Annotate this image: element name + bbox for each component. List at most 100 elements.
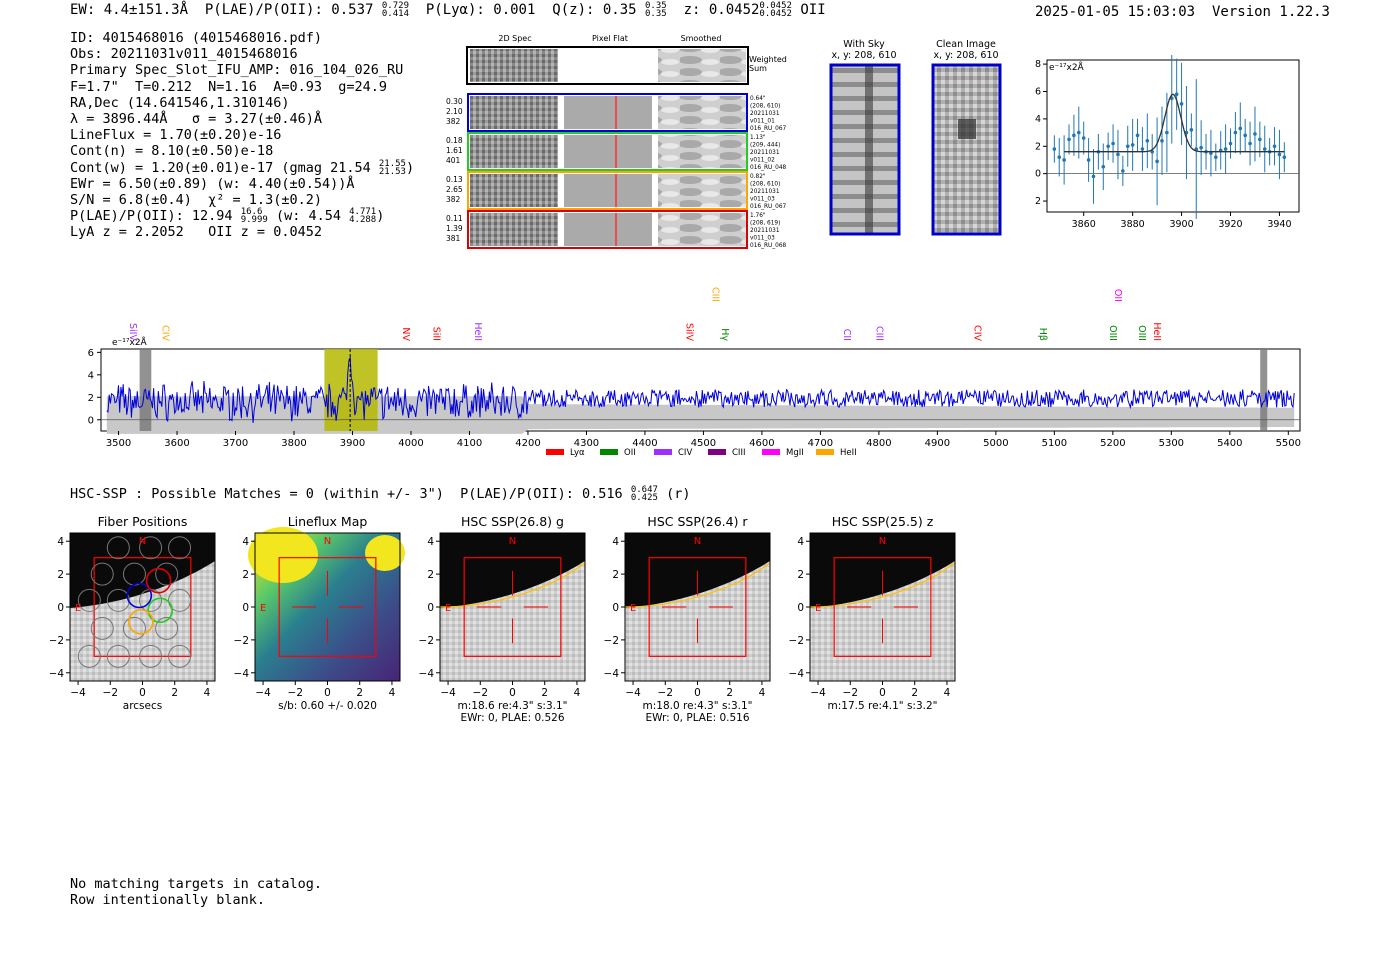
spectrum-xtick-label: 5400 bbox=[1217, 438, 1242, 449]
redshifts: LyA z = 2.2052 OII z = 0.0452 bbox=[70, 224, 322, 241]
linefit-ytick-label: 2 bbox=[1035, 141, 1041, 152]
sky-images: With Sky x, y: 208, 610 Clean Image x, y… bbox=[829, 39, 1002, 236]
cutout-right-info: (209, 444) bbox=[750, 143, 780, 149]
masked-region bbox=[1260, 349, 1268, 431]
hsc-lower: 0.425 bbox=[630, 493, 658, 503]
gmag-lower: 21.53 bbox=[378, 166, 406, 177]
linefit-xtick-label: 3900 bbox=[1169, 219, 1193, 230]
linefit-point bbox=[1086, 158, 1091, 162]
legend-swatch bbox=[654, 449, 672, 455]
lineflux-peak bbox=[248, 527, 318, 583]
plae-upper: 0.729 bbox=[381, 1, 409, 11]
linefit-point bbox=[1262, 147, 1267, 151]
cutout-right-info: 20211031 bbox=[750, 111, 780, 117]
linefit-point bbox=[1135, 133, 1140, 138]
cutout-right-info: 20211031 bbox=[750, 150, 780, 156]
panel-ytick-label: −2 bbox=[234, 635, 249, 647]
spectrum-xtick-label: 4900 bbox=[925, 438, 950, 449]
primary-slot: Primary Spec_Slot_IFU_AMP: 016_104_026_R… bbox=[70, 62, 404, 79]
linefit-point bbox=[1282, 155, 1287, 160]
legend-swatch bbox=[600, 449, 618, 455]
cutout-left-stat: 1.61 bbox=[446, 146, 463, 155]
panel-title: HSC SSP(25.5) z bbox=[832, 514, 934, 529]
cutout-smoothed bbox=[658, 174, 746, 207]
emission-line-name: CIV bbox=[972, 325, 983, 341]
north-label: N bbox=[879, 536, 886, 547]
spectrum-xtick-label: 3800 bbox=[281, 438, 306, 449]
panel-caption: m:18.6 re:4.3" s:3.1" bbox=[458, 700, 568, 712]
north-label: N bbox=[694, 536, 701, 547]
cutout-left-stat: 2.10 bbox=[446, 107, 463, 116]
weighted-label-1: Weighted bbox=[749, 55, 787, 64]
plya-value: P(Lyα): 0.001 bbox=[425, 2, 536, 18]
z-line: OII bbox=[800, 2, 826, 18]
search-box bbox=[648, 557, 747, 657]
hsc-band: (r) bbox=[666, 486, 691, 502]
fiber-position bbox=[139, 644, 163, 668]
spectrum-xtick-label: 4500 bbox=[691, 438, 716, 449]
panel-ytick-label: −4 bbox=[419, 668, 435, 680]
fiber-position bbox=[139, 536, 163, 560]
cutout-right-info: 016_RU_067 bbox=[750, 126, 787, 132]
fiber-position bbox=[90, 616, 114, 640]
cutout-right-info: 016_RU_067 bbox=[750, 204, 787, 210]
spectrum-xtick-label: 3700 bbox=[223, 438, 248, 449]
weighted-2dspec bbox=[470, 49, 558, 82]
cont-wide-text: Cont(w) = 1.20(±0.01)e-17 (gmag 21.54 bbox=[70, 159, 371, 176]
panel-ytick-label: 4 bbox=[242, 536, 249, 548]
cutout-smoothed bbox=[658, 135, 746, 168]
full-spectrum-plot: SiIV CIV NV SiII HeII CIII SiIV Hγ CII CIII CIV Hβ O… bbox=[88, 287, 1301, 458]
cutout-right-info: 20211031 bbox=[750, 189, 780, 195]
fiber-position bbox=[77, 644, 101, 668]
spectrum-xtick-label: 4700 bbox=[808, 438, 833, 449]
panel-xtick-label: 0 bbox=[879, 687, 886, 699]
cutout-right-info: (208, 610) bbox=[750, 182, 780, 188]
col-2dspec: 2D Spec bbox=[498, 34, 531, 43]
legend-swatch bbox=[816, 449, 834, 455]
legend-label: HeII bbox=[840, 448, 857, 458]
fiber-position bbox=[155, 616, 179, 640]
panel-xtick-label: 0 bbox=[509, 687, 516, 699]
spectrum-ytick-label: 2 bbox=[88, 393, 94, 404]
linefit-point bbox=[1165, 130, 1169, 135]
cutout-left-stat: 0.11 bbox=[446, 214, 463, 223]
panel-xtick-label: −2 bbox=[103, 687, 118, 699]
detection-info: ID: 4015468016 (4015468016.pdf) Obs: 202… bbox=[70, 30, 414, 241]
emission-line-label: OII bbox=[1112, 289, 1123, 302]
plae-value: P(LAE)/P(OII): 0.537 bbox=[204, 2, 374, 18]
cutout-smoothed bbox=[658, 96, 746, 129]
linefit-point bbox=[1062, 158, 1066, 162]
east-label: E bbox=[75, 603, 81, 614]
linefit-ytick-label: −2 bbox=[1035, 196, 1041, 207]
panel-caption: arcsecs bbox=[123, 700, 162, 712]
z-value: z: 0.0452 bbox=[683, 2, 760, 18]
footer-line-2: Row intentionally blank. bbox=[70, 892, 266, 908]
ew-value: EW: 4.4±151.3Å bbox=[70, 2, 189, 18]
north-label: N bbox=[509, 536, 516, 547]
linefit-point bbox=[1140, 147, 1145, 151]
north-label: N bbox=[139, 536, 146, 547]
linefit-point bbox=[1160, 138, 1164, 143]
fiber-position bbox=[77, 588, 101, 612]
panel-xtick-label: 4 bbox=[204, 687, 211, 699]
panel-xtick-label: −2 bbox=[658, 687, 673, 699]
cutout-left-stat: 401 bbox=[446, 156, 461, 165]
linefit-point bbox=[1057, 155, 1062, 160]
cutout-right-info: 016_RU_068 bbox=[750, 243, 787, 249]
bright-source-region bbox=[440, 533, 585, 608]
cutout-right-info: 20211031 bbox=[750, 228, 780, 234]
emission-line-label: HeII bbox=[472, 322, 483, 341]
cutout-left-stat: 1.39 bbox=[446, 224, 463, 233]
cont-narrow: Cont(n) = 8.10(±0.50)e-18 bbox=[70, 143, 274, 160]
with-sky-image bbox=[829, 63, 901, 236]
cutout-left-stat: 0.13 bbox=[446, 175, 463, 184]
detection-highlight bbox=[324, 349, 378, 431]
panel-ytick-label: 2 bbox=[242, 569, 249, 581]
ra-dec: RA,Dec (14.641546,1.310146) bbox=[70, 94, 290, 111]
emission-line-name: CIII bbox=[873, 326, 884, 341]
linefit-point bbox=[1052, 147, 1057, 151]
panel-xtick-label: −2 bbox=[288, 687, 303, 699]
fiber-position bbox=[168, 644, 192, 668]
spectrum-line bbox=[106, 355, 1295, 423]
